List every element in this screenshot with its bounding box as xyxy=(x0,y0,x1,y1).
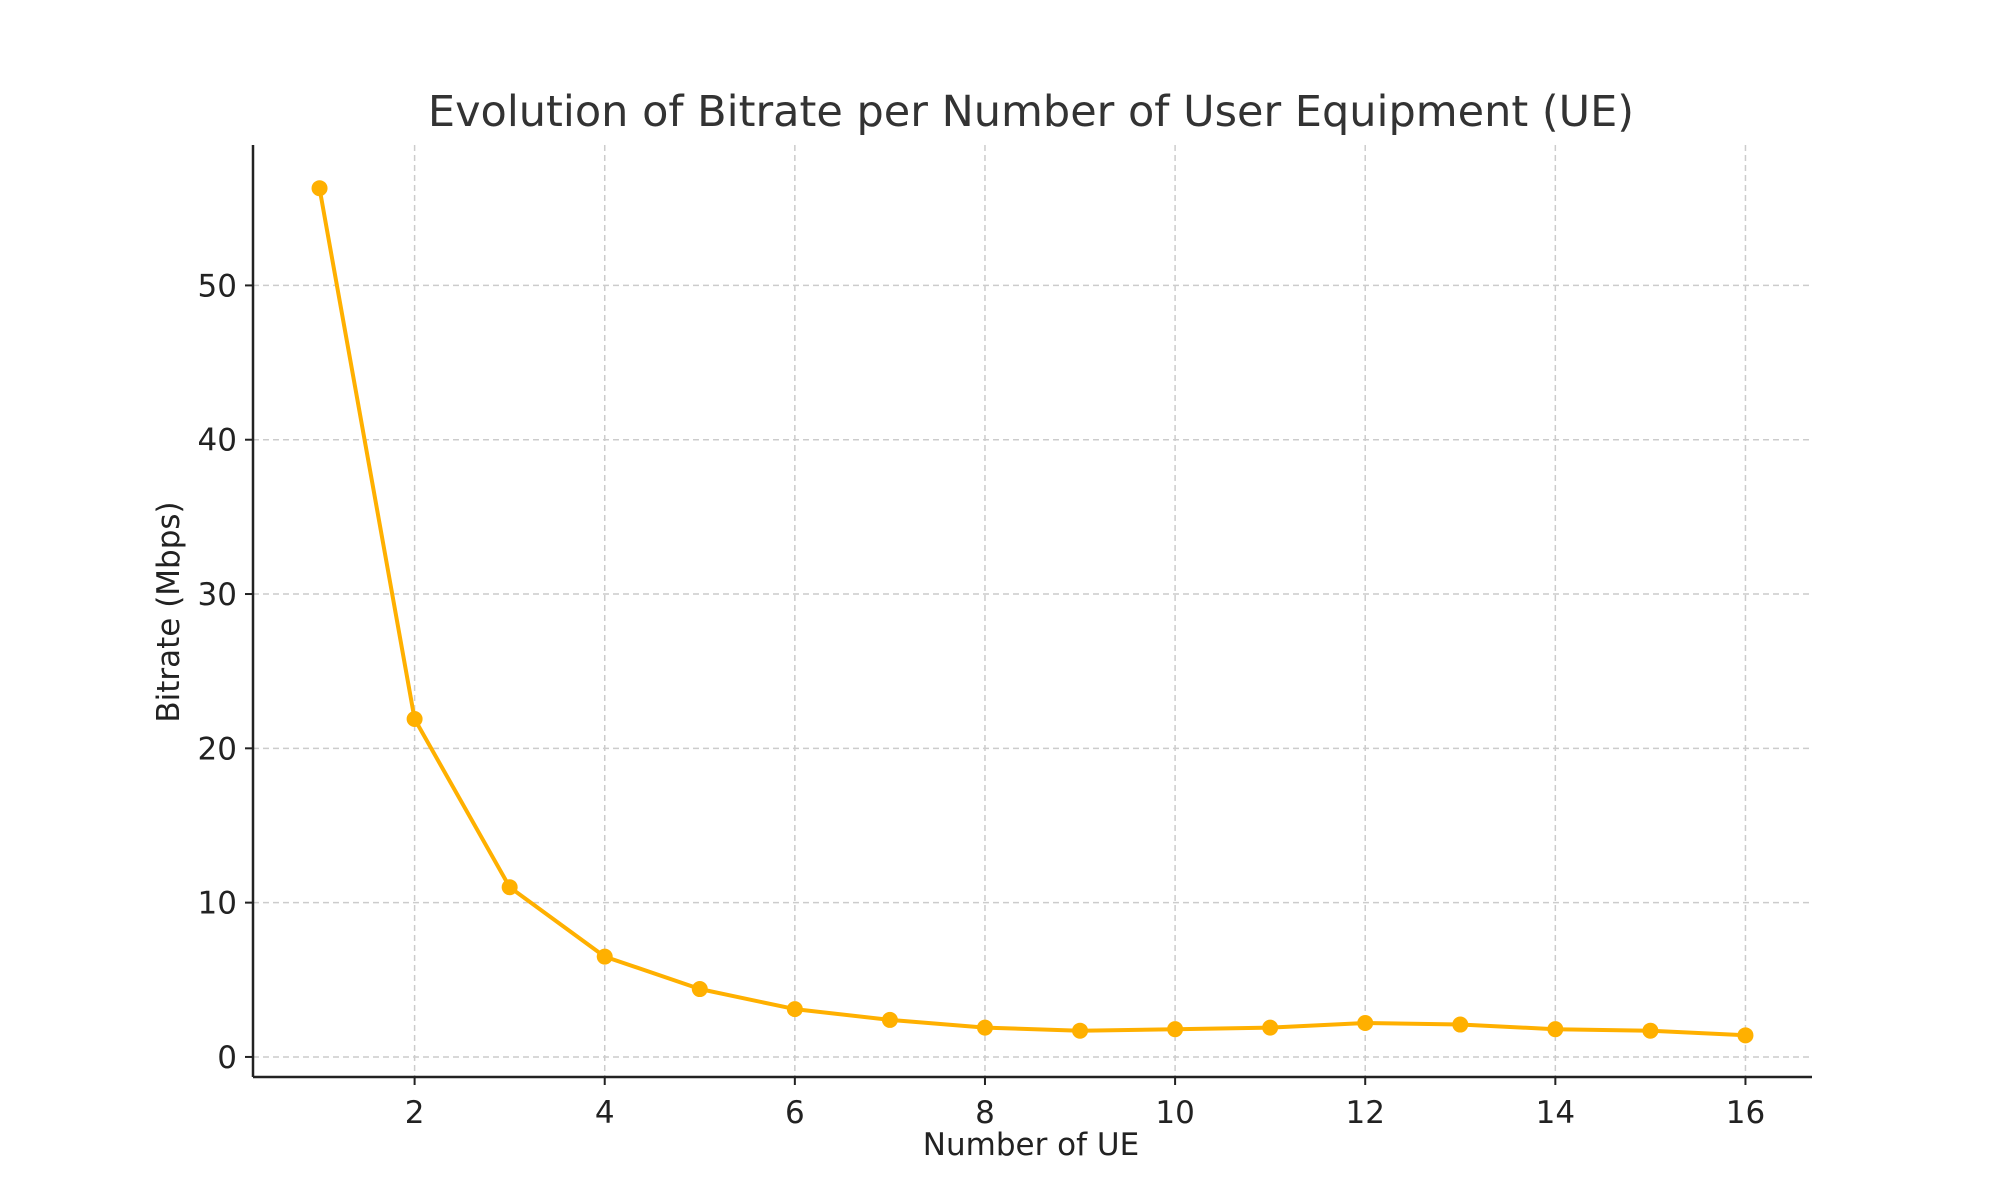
x-tick-label: 2 xyxy=(405,1095,425,1131)
y-tick-label: 0 xyxy=(217,1040,237,1076)
grid-lines xyxy=(253,145,1812,1077)
data-point xyxy=(1072,1022,1089,1039)
x-tick-label: 14 xyxy=(1536,1095,1575,1131)
x-tick-label: 6 xyxy=(785,1095,805,1131)
x-axis-label: Number of UE xyxy=(923,1127,1139,1163)
data-point xyxy=(881,1011,898,1028)
y-tick-label: 40 xyxy=(198,423,237,459)
series-layer xyxy=(311,180,1754,1044)
x-tick-label: 16 xyxy=(1726,1095,1765,1131)
data-point xyxy=(596,948,613,965)
y-tick-label: 50 xyxy=(198,268,237,304)
data-point xyxy=(1547,1021,1564,1038)
x-tick-label: 12 xyxy=(1345,1095,1384,1131)
data-point xyxy=(1452,1016,1469,1033)
y-axis-label: Bitrate (Mbps) xyxy=(151,501,187,722)
data-point xyxy=(311,180,328,197)
series-line xyxy=(317,186,1748,1038)
y-tick-label: 30 xyxy=(198,577,237,613)
data-point xyxy=(501,879,518,896)
data-point xyxy=(786,1001,803,1018)
chart-title: Evolution of Bitrate per Number of User … xyxy=(428,87,1634,137)
x-tick-label: 10 xyxy=(1155,1095,1194,1131)
tick-labels: 2 4 6 8 10 12 14 16 0 10 20 30 40 50 xyxy=(198,268,1766,1131)
y-tick-label: 20 xyxy=(198,731,237,767)
x-tick-label: 4 xyxy=(595,1095,615,1131)
data-point xyxy=(1262,1019,1279,1036)
data-point xyxy=(1167,1021,1184,1038)
data-point xyxy=(1737,1027,1754,1044)
data-point xyxy=(406,711,423,728)
axes xyxy=(245,145,1812,1085)
x-tick-label: 8 xyxy=(975,1095,995,1131)
data-point xyxy=(691,981,708,998)
data-point xyxy=(976,1019,993,1036)
data-point xyxy=(1357,1014,1374,1031)
data-point xyxy=(1642,1022,1659,1039)
y-tick-label: 10 xyxy=(198,886,237,922)
